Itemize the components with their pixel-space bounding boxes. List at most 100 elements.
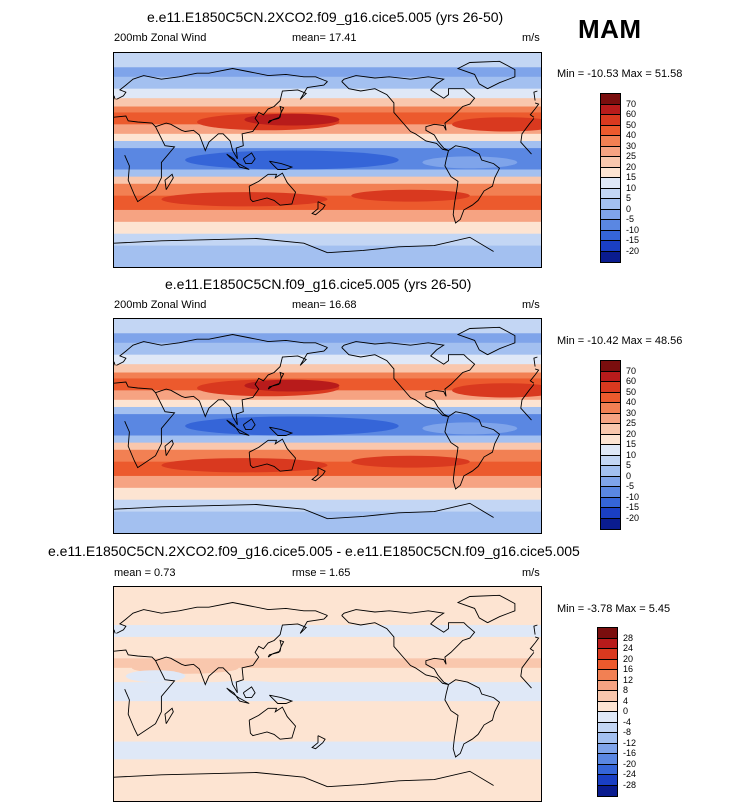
wind-band [114, 499, 541, 513]
wind-band [114, 435, 541, 444]
colorbar-tick-label: 50 [626, 119, 637, 130]
coastline [267, 639, 285, 658]
colorbar-swatch [601, 146, 620, 157]
jet-core [161, 192, 328, 207]
coastline [456, 594, 516, 624]
coastline [155, 347, 328, 426]
wind-band [114, 390, 541, 401]
coastline [242, 418, 256, 431]
colorbar-swatch [601, 455, 620, 466]
wind-band [114, 98, 541, 107]
panel-1-variable-label: 200mb Zonal Wind [114, 32, 207, 44]
anomaly-region [327, 686, 470, 702]
colorbar-swatch [601, 251, 620, 262]
panel-1-mean-label: mean= 17.41 [292, 32, 357, 44]
colorbar-tick-label: -20 [626, 245, 640, 256]
colorbar-swatch [601, 157, 620, 168]
colorbar-swatch [601, 115, 620, 126]
colorbar-swatch [601, 241, 620, 252]
coastline [114, 624, 538, 635]
colorbar-tick-label: -10 [626, 491, 640, 502]
coastline [248, 172, 297, 206]
coastline [116, 602, 540, 644]
colorbar-tick-label: 5 [626, 460, 632, 470]
coastline [116, 334, 540, 376]
coastline [164, 439, 174, 456]
colorbar-swatch [601, 209, 620, 220]
coastline [444, 679, 501, 758]
colorbar-tick-label: -15 [626, 235, 640, 245]
colorbar-swatch [601, 104, 620, 115]
coastline [444, 411, 501, 490]
colorbar-swatch [601, 125, 620, 136]
wind-band [114, 354, 541, 365]
wind-band [114, 610, 541, 626]
coastline [267, 105, 285, 124]
jet-core [351, 189, 470, 202]
jet-core [422, 156, 518, 169]
wind-band [114, 406, 541, 415]
wind-band [114, 372, 541, 379]
panel-1-units-label: m/s [522, 32, 540, 44]
colorbar-tick-label: 0 [626, 203, 632, 214]
colorbar-swatch [601, 371, 620, 382]
colorbar-tick-label: 25 [626, 151, 637, 161]
coastline [114, 356, 538, 367]
coastline [242, 686, 256, 699]
panel-2-title: e.e11.E1850C5CN.f09_g16.cice5.005 (yrs 2… [165, 276, 472, 292]
wind-band [114, 487, 541, 501]
colorbar-tick-label: 4 [623, 695, 629, 706]
panel-1-colorbar-labels: 70 60 50 40 30 25 20 15 10 5 0 -5 -10 -15 -20 [626, 93, 666, 263]
wind-band [114, 221, 541, 235]
wind-band [114, 133, 541, 142]
wind-band [114, 53, 541, 68]
colorbar-tick-label: -12 [623, 737, 637, 748]
panel-2-colorbar-labels: 70 60 50 40 30 25 20 15 10 5 0 -5 -10 -15 -20 [626, 360, 666, 530]
panel-3-units-label: m/s [522, 567, 540, 579]
colorbar-tick-label: -20 [626, 512, 640, 523]
wind-band [114, 741, 541, 760]
coastline [269, 426, 294, 436]
colorbar-swatch [601, 476, 620, 487]
coastline [444, 145, 501, 224]
colorbar-tick-label: -28 [623, 779, 637, 790]
colorbar-tick-label: 60 [626, 376, 637, 386]
panel-3-minmax: Min = -3.78 Max = 5.45 [557, 603, 671, 615]
coastline [456, 60, 516, 90]
wind-band [114, 183, 541, 197]
anomaly-region [197, 680, 292, 696]
season-label: MAM [578, 14, 642, 44]
colorbar-swatch [601, 220, 620, 231]
panel-1-minmax: Min = -10.53 Max = 51.58 [557, 68, 683, 80]
colorbar-swatch [601, 392, 620, 403]
panel-1-title: e.e11.E1850C5CN.2XCO2.f09_g16.cice5.005 … [147, 9, 504, 25]
coastline [341, 75, 476, 151]
panel-2-variable-label: 200mb Zonal Wind [114, 299, 207, 311]
colorbar-swatch [601, 413, 620, 424]
coastline [164, 707, 174, 724]
colorbar-tick-label: 70 [626, 365, 637, 376]
colorbar-swatch [601, 424, 620, 435]
coastline [269, 694, 294, 704]
jet-core [422, 422, 518, 435]
colorbar-tick-label: 40 [626, 130, 637, 140]
colorbar-swatch [601, 487, 620, 498]
wind-band [114, 245, 541, 267]
wind-band [114, 658, 541, 669]
colorbar-swatch [601, 361, 620, 372]
colorbar-swatch [598, 764, 617, 775]
coastline [267, 371, 285, 390]
map-svg [114, 53, 541, 267]
colorbar-tick-label: 60 [626, 109, 637, 119]
wind-band [114, 140, 541, 149]
panel-3-title: e.e11.E1850C5CN.2XCO2.f09_g16.cice5.005 … [48, 543, 580, 559]
colorbar-tick-label: 16 [623, 664, 634, 674]
wind-band [114, 442, 541, 451]
colorbar-swatch [598, 785, 617, 796]
colorbar-tick-label: 15 [626, 439, 637, 449]
colorbar-swatch [598, 680, 617, 691]
coastline [155, 615, 328, 694]
colorbar-tick-label: -10 [626, 224, 640, 235]
wind-band [114, 106, 541, 113]
wind-band [114, 399, 541, 408]
